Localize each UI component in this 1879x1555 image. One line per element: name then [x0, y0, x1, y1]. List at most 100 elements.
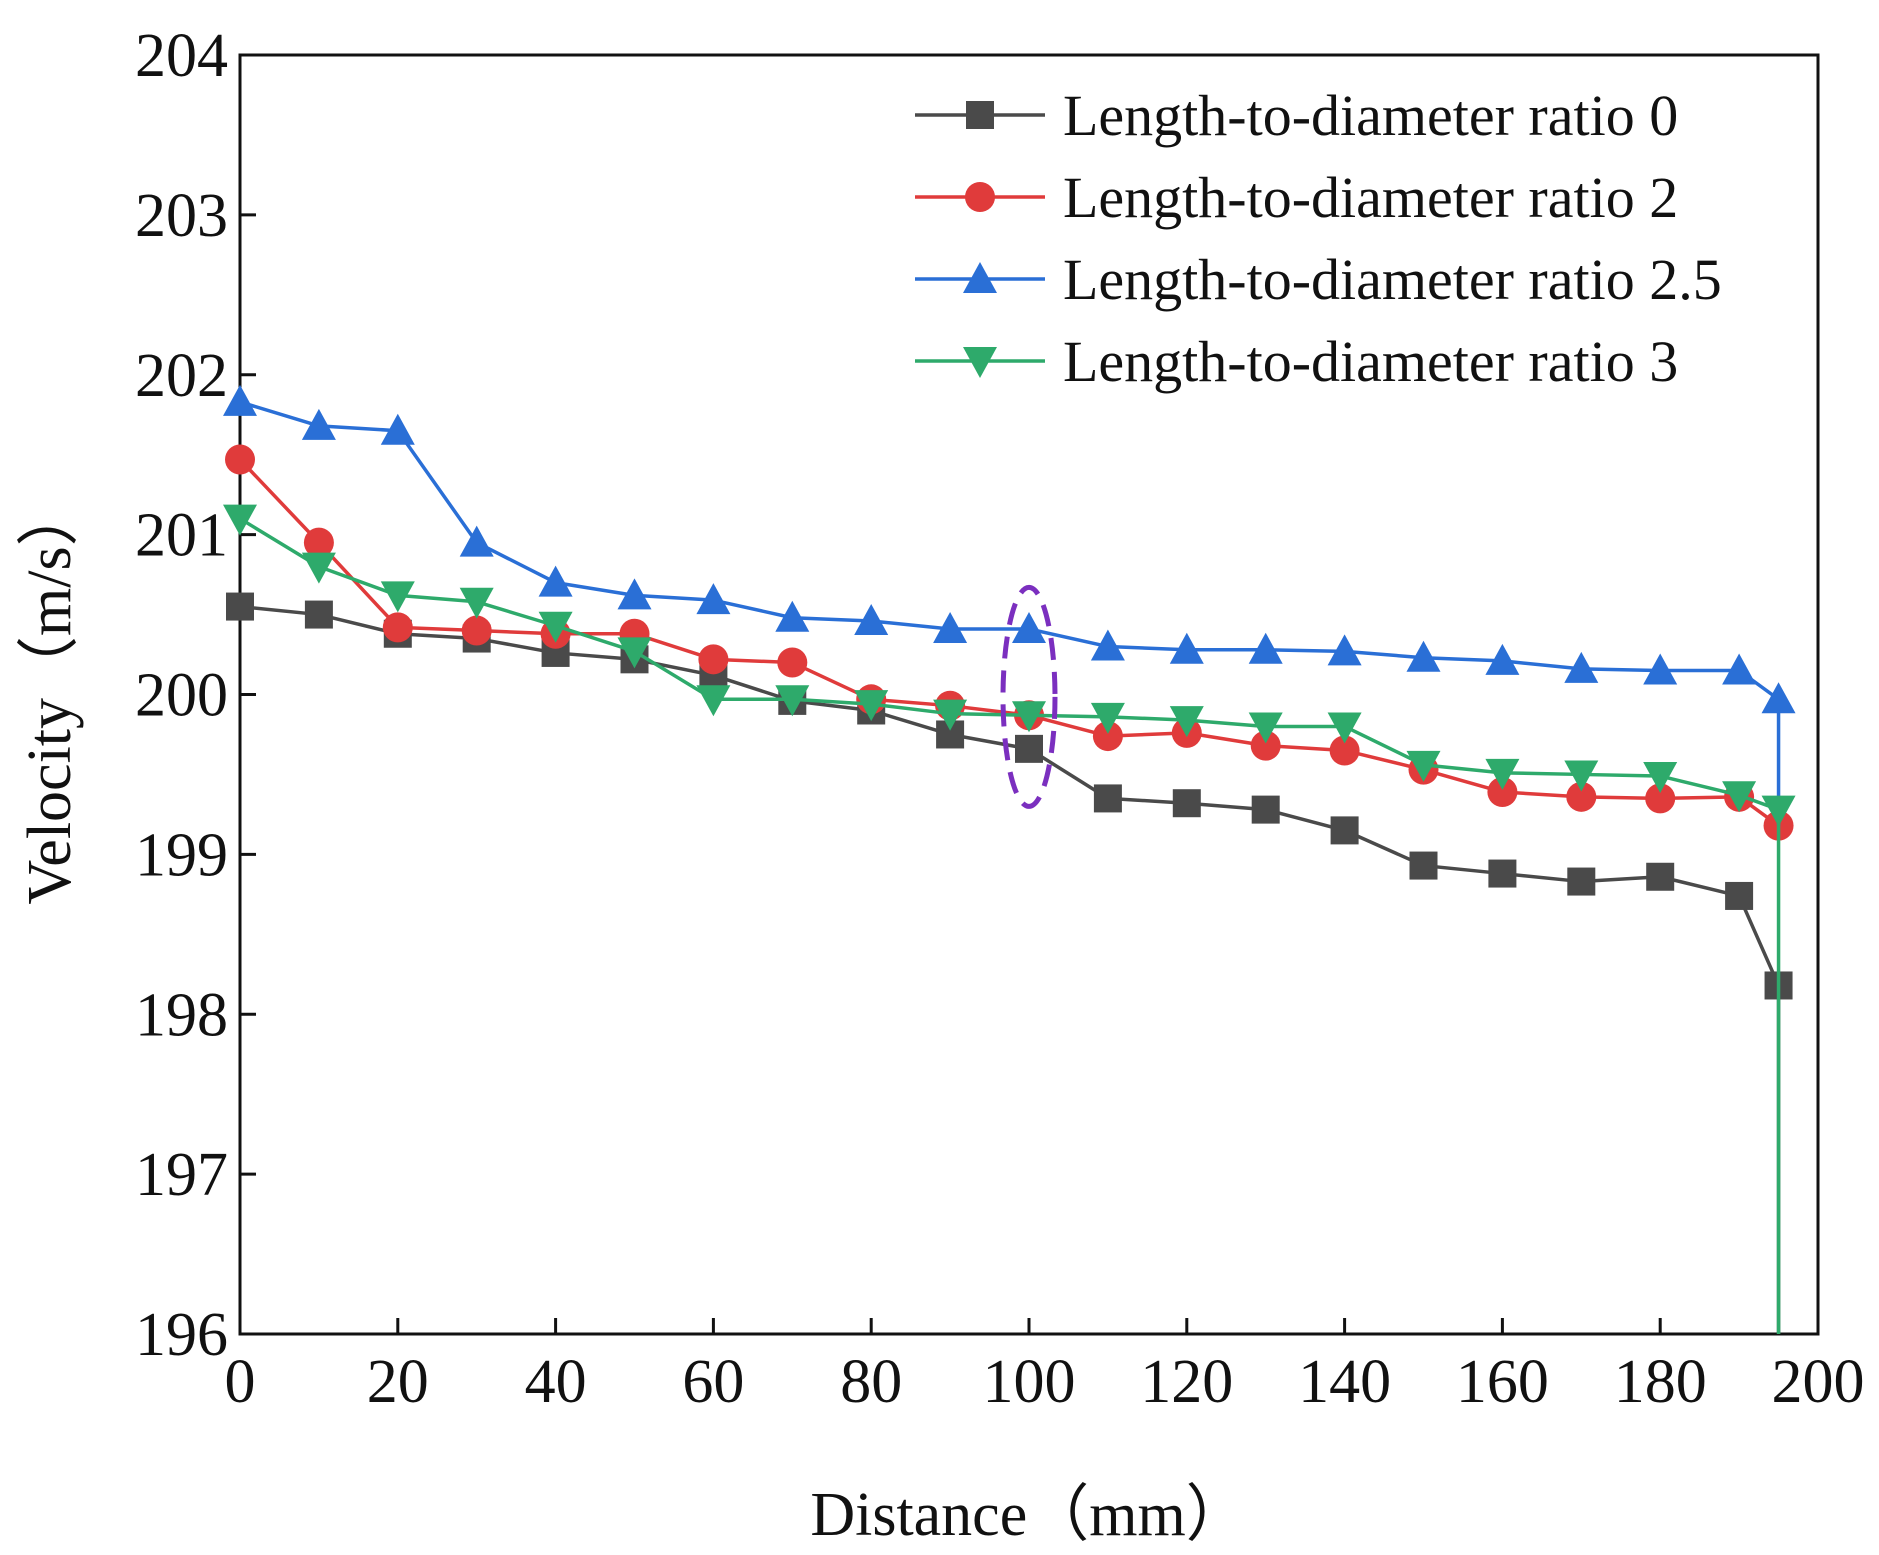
- x-tick-label: 140: [1298, 1348, 1391, 1416]
- x-axis-title: Distance（mm）: [810, 1481, 1247, 1549]
- data-point: [1093, 784, 1122, 813]
- legend-marker: [965, 182, 995, 212]
- data-point: [1327, 712, 1362, 744]
- legend-item: Length-to-diameter ratio 2: [915, 165, 1678, 230]
- data-point: [459, 587, 494, 619]
- x-tick-label: 40: [525, 1348, 587, 1416]
- data-point: [854, 603, 889, 635]
- data-point: [303, 527, 334, 558]
- data-point: [226, 592, 254, 621]
- series-group: [223, 384, 1796, 826]
- data-point: [696, 583, 731, 615]
- data-point: [1012, 701, 1046, 733]
- annotation-layer: [1000, 584, 1058, 809]
- data-point: [301, 408, 336, 440]
- legend-label: Length-to-diameter ratio 3: [1063, 329, 1678, 394]
- x-tick-label: 180: [1614, 1348, 1707, 1416]
- data-point: [1485, 758, 1520, 790]
- series-layer: [223, 384, 1796, 1334]
- data-point: [1090, 629, 1125, 661]
- data-point: [1409, 851, 1438, 880]
- y-tick-label: 202: [135, 342, 228, 410]
- highlight-ellipse: [1000, 584, 1058, 809]
- legend-item: Length-to-diameter ratio 0: [915, 83, 1678, 148]
- data-point: [1248, 632, 1283, 664]
- y-axis: 196 197 198 199 200 201 202 203 204: [135, 22, 256, 1369]
- data-point: [459, 525, 494, 557]
- data-point: [933, 611, 968, 643]
- data-point: [1251, 795, 1280, 824]
- legend-label: Length-to-diameter ratio 0: [1063, 83, 1678, 148]
- x-tick-label: 80: [840, 1348, 902, 1416]
- legend-marker: [966, 101, 994, 129]
- data-point: [1643, 762, 1678, 794]
- x-tick-label: 100: [983, 1348, 1076, 1416]
- data-point: [1329, 735, 1360, 766]
- legend-item: Length-to-diameter ratio 2.5: [915, 247, 1722, 312]
- legend-label: Length-to-diameter ratio 2.5: [1063, 247, 1722, 312]
- data-point: [1722, 653, 1757, 685]
- data-point: [1564, 651, 1599, 683]
- data-point: [538, 611, 573, 643]
- data-point: [380, 581, 415, 613]
- data-point: [223, 384, 257, 416]
- data-point: [854, 690, 889, 722]
- y-tick-label: 198: [135, 981, 228, 1049]
- series-line: [239, 604, 1781, 1334]
- data-point: [1725, 881, 1754, 910]
- data-point: [1645, 783, 1676, 814]
- data-point: [698, 644, 729, 675]
- data-point: [1169, 632, 1204, 664]
- y-tick-label: 204: [135, 22, 228, 90]
- x-tick-label: 60: [682, 1348, 744, 1416]
- series-group: [223, 504, 1796, 1334]
- data-point: [1488, 859, 1517, 888]
- data-point: [1406, 750, 1441, 782]
- legend-marker: [963, 347, 997, 378]
- x-tick-label: 0: [225, 1348, 256, 1416]
- data-point: [1646, 862, 1675, 891]
- data-point: [933, 699, 968, 731]
- legend-label: Length-to-diameter ratio 2: [1063, 165, 1678, 230]
- data-point: [1327, 634, 1362, 666]
- series-group: [226, 592, 1793, 1334]
- data-point: [1487, 777, 1518, 808]
- y-tick-label: 197: [135, 1141, 228, 1209]
- data-point: [1485, 643, 1520, 675]
- data-point: [1015, 734, 1043, 763]
- data-point: [775, 600, 810, 632]
- data-point: [1090, 702, 1125, 734]
- data-point: [1566, 781, 1597, 812]
- data-point: [225, 444, 255, 475]
- x-axis: 0 20 40 60 80 100 120 140 160 180 200: [225, 1318, 1865, 1416]
- data-point: [1761, 795, 1796, 827]
- data-point: [1172, 789, 1201, 818]
- y-tick-label: 196: [135, 1301, 228, 1369]
- data-point: [777, 647, 808, 678]
- data-point: [1761, 682, 1796, 714]
- data-point: [617, 578, 652, 610]
- data-point: [304, 600, 333, 629]
- x-tick-label: 20: [367, 1348, 429, 1416]
- x-tick-label: 160: [1456, 1348, 1549, 1416]
- legend-item: Length-to-diameter ratio 3: [915, 329, 1678, 394]
- data-point: [1722, 781, 1757, 813]
- legend-marker: [963, 262, 997, 293]
- data-point: [223, 504, 257, 536]
- data-point: [1406, 640, 1441, 672]
- y-axis-title: Velocity（m/s）: [16, 484, 84, 904]
- data-point: [1567, 867, 1596, 896]
- x-tick-label: 120: [1140, 1348, 1233, 1416]
- data-point: [1250, 730, 1281, 761]
- series-line: [239, 517, 1781, 1334]
- data-point: [1564, 760, 1599, 792]
- data-point: [382, 612, 413, 643]
- y-tick-label: 203: [135, 182, 228, 250]
- series-group: [225, 444, 1794, 841]
- series-line: [239, 400, 1781, 826]
- y-tick-label: 199: [135, 821, 228, 889]
- data-point: [1330, 816, 1359, 845]
- data-point: [1012, 611, 1046, 643]
